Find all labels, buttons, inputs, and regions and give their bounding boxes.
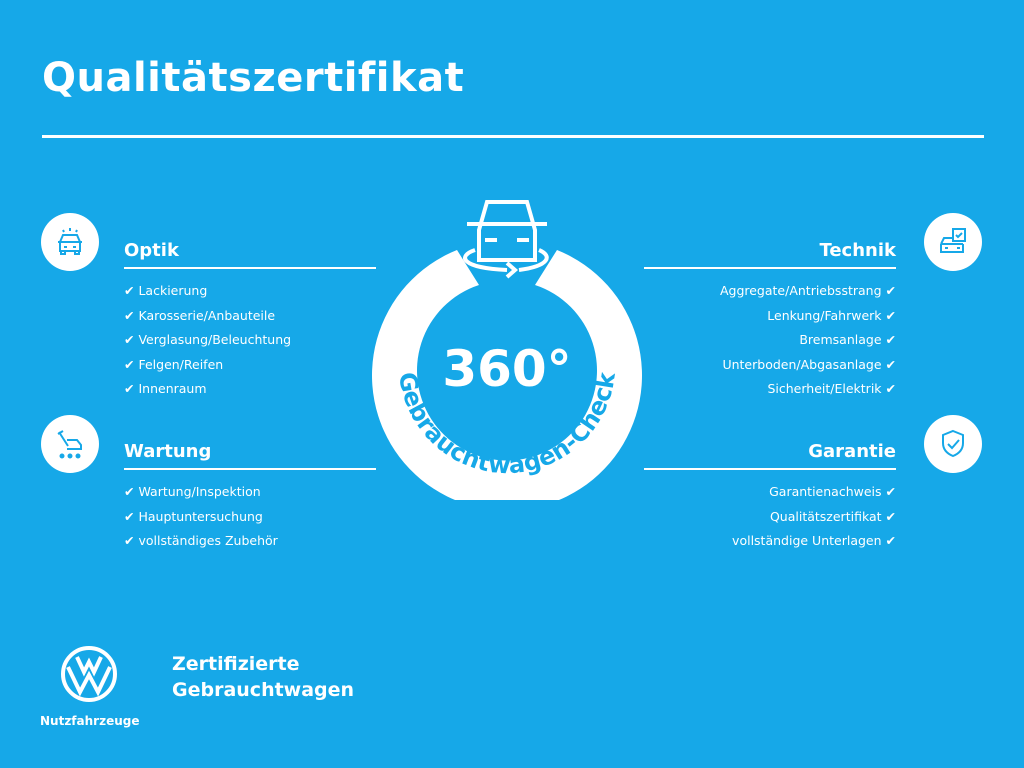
car-light-icon bbox=[41, 213, 99, 271]
list-item: vollständige Unterlagen ✔ bbox=[732, 533, 896, 548]
list-item: Sicherheit/Elektrik ✔ bbox=[767, 381, 896, 396]
list-item: ✔ Innenraum bbox=[124, 381, 207, 396]
section-title: Technik bbox=[644, 240, 896, 269]
section-garantie: Garantie Garantienachweis ✔ Qualitätszer… bbox=[644, 441, 896, 558]
list-item: ✔ Lackierung bbox=[124, 283, 208, 298]
badge-number: 360° bbox=[442, 340, 571, 398]
list-item: Aggregate/Antriebsstrang ✔ bbox=[719, 283, 896, 298]
list-item: ✔ Felgen/Reifen bbox=[124, 356, 224, 372]
tagline: Zertifizierte Gebrauchtwagen bbox=[172, 653, 355, 701]
section-technik: Technik Aggregate/Antriebsstrang ✔ Lenku… bbox=[644, 240, 896, 406]
list-item: ✔ Verglasung/Beleuchtung bbox=[124, 332, 292, 347]
list-item: ✔ vollständiges Zubehör bbox=[124, 533, 278, 548]
section-title: Optik bbox=[124, 240, 376, 269]
car-checklist-icon bbox=[924, 213, 982, 271]
list-item: Bremsanlage ✔ bbox=[799, 332, 896, 347]
section-title: Wartung bbox=[124, 441, 376, 470]
list-item: ✔ Wartung/Inspektion bbox=[124, 484, 261, 499]
vw-logo bbox=[61, 646, 117, 702]
section-optik: Optik ✔ Lackierung ✔ Karosserie/Anbautei… bbox=[124, 240, 376, 406]
list-item: Qualitätszertifikat ✔ bbox=[769, 508, 896, 524]
list-item: ✔ Karosserie/Anbauteile bbox=[124, 307, 276, 323]
brand-name: Nutzfahrzeuge bbox=[40, 714, 140, 728]
service-tools-icon bbox=[41, 415, 99, 473]
360-check-badge: 360° Gebrauchtwagen-Check bbox=[372, 200, 642, 500]
divider bbox=[42, 135, 984, 138]
list-item: Unterboden/Abgasanlage ✔ bbox=[722, 356, 896, 372]
rotating-car-icon bbox=[463, 200, 549, 279]
list-item: Lenkung/Fahrwerk ✔ bbox=[767, 307, 896, 323]
section-wartung: Wartung ✔ Wartung/Inspektion ✔ Hauptunte… bbox=[124, 441, 376, 558]
section-title: Garantie bbox=[644, 441, 896, 470]
page-title: Qualitätszertifikat bbox=[42, 55, 465, 101]
list-item: ✔ Hauptuntersuchung bbox=[124, 508, 263, 524]
shield-check-icon bbox=[924, 415, 982, 473]
list-item: Garantienachweis ✔ bbox=[769, 484, 896, 499]
